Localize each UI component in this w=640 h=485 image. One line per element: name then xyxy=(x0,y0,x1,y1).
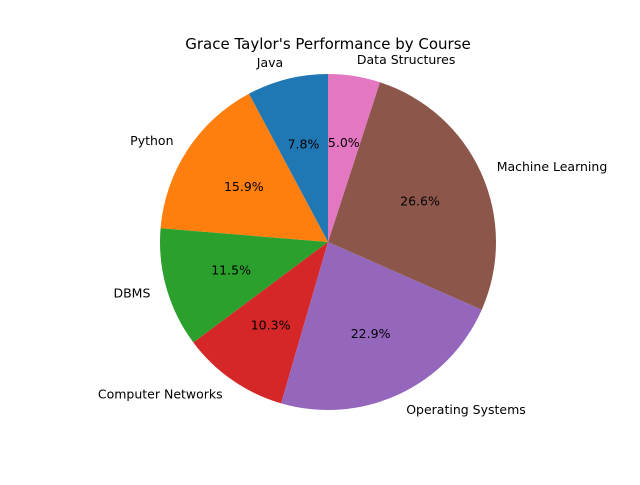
pie-percent-labels: 7.8% 15.9% 11.5% 10.3% 22.9% 26.6% 5.0% xyxy=(211,135,440,341)
slice-percent-label: 5.0% xyxy=(328,135,360,150)
chart-title: Grace Taylor's Performance by Course xyxy=(185,35,471,53)
slice-percent-label: 11.5% xyxy=(211,262,251,277)
slice-percent-label: 26.6% xyxy=(400,193,440,208)
slice-label: Computer Networks xyxy=(98,386,223,401)
slice-label: Java xyxy=(256,55,283,70)
pie-slice-machine-learning xyxy=(328,82,497,310)
slice-label: Operating Systems xyxy=(406,402,526,417)
slice-label: Python xyxy=(130,133,173,148)
pie-slice-dbms xyxy=(159,228,328,343)
slice-percent-label: 10.3% xyxy=(251,317,291,332)
pie-slices xyxy=(159,74,497,411)
pie-slice-computer-networks xyxy=(193,242,328,404)
slice-percent-label: 7.8% xyxy=(288,137,320,152)
pie-slice-java xyxy=(248,74,328,242)
pie-slice-operating-systems xyxy=(281,242,482,411)
pie-slice-data-structures xyxy=(328,74,380,242)
slice-label: DBMS xyxy=(113,286,150,301)
pie-slice-python xyxy=(160,93,328,242)
slice-label: Data Structures xyxy=(357,52,455,67)
slice-percent-label: 22.9% xyxy=(351,326,391,341)
pie-slice-labels: Java Python DBMS Computer Networks Operating… xyxy=(98,52,607,417)
slice-label: Machine Learning xyxy=(497,159,608,174)
slice-percent-label: 15.9% xyxy=(224,179,264,194)
